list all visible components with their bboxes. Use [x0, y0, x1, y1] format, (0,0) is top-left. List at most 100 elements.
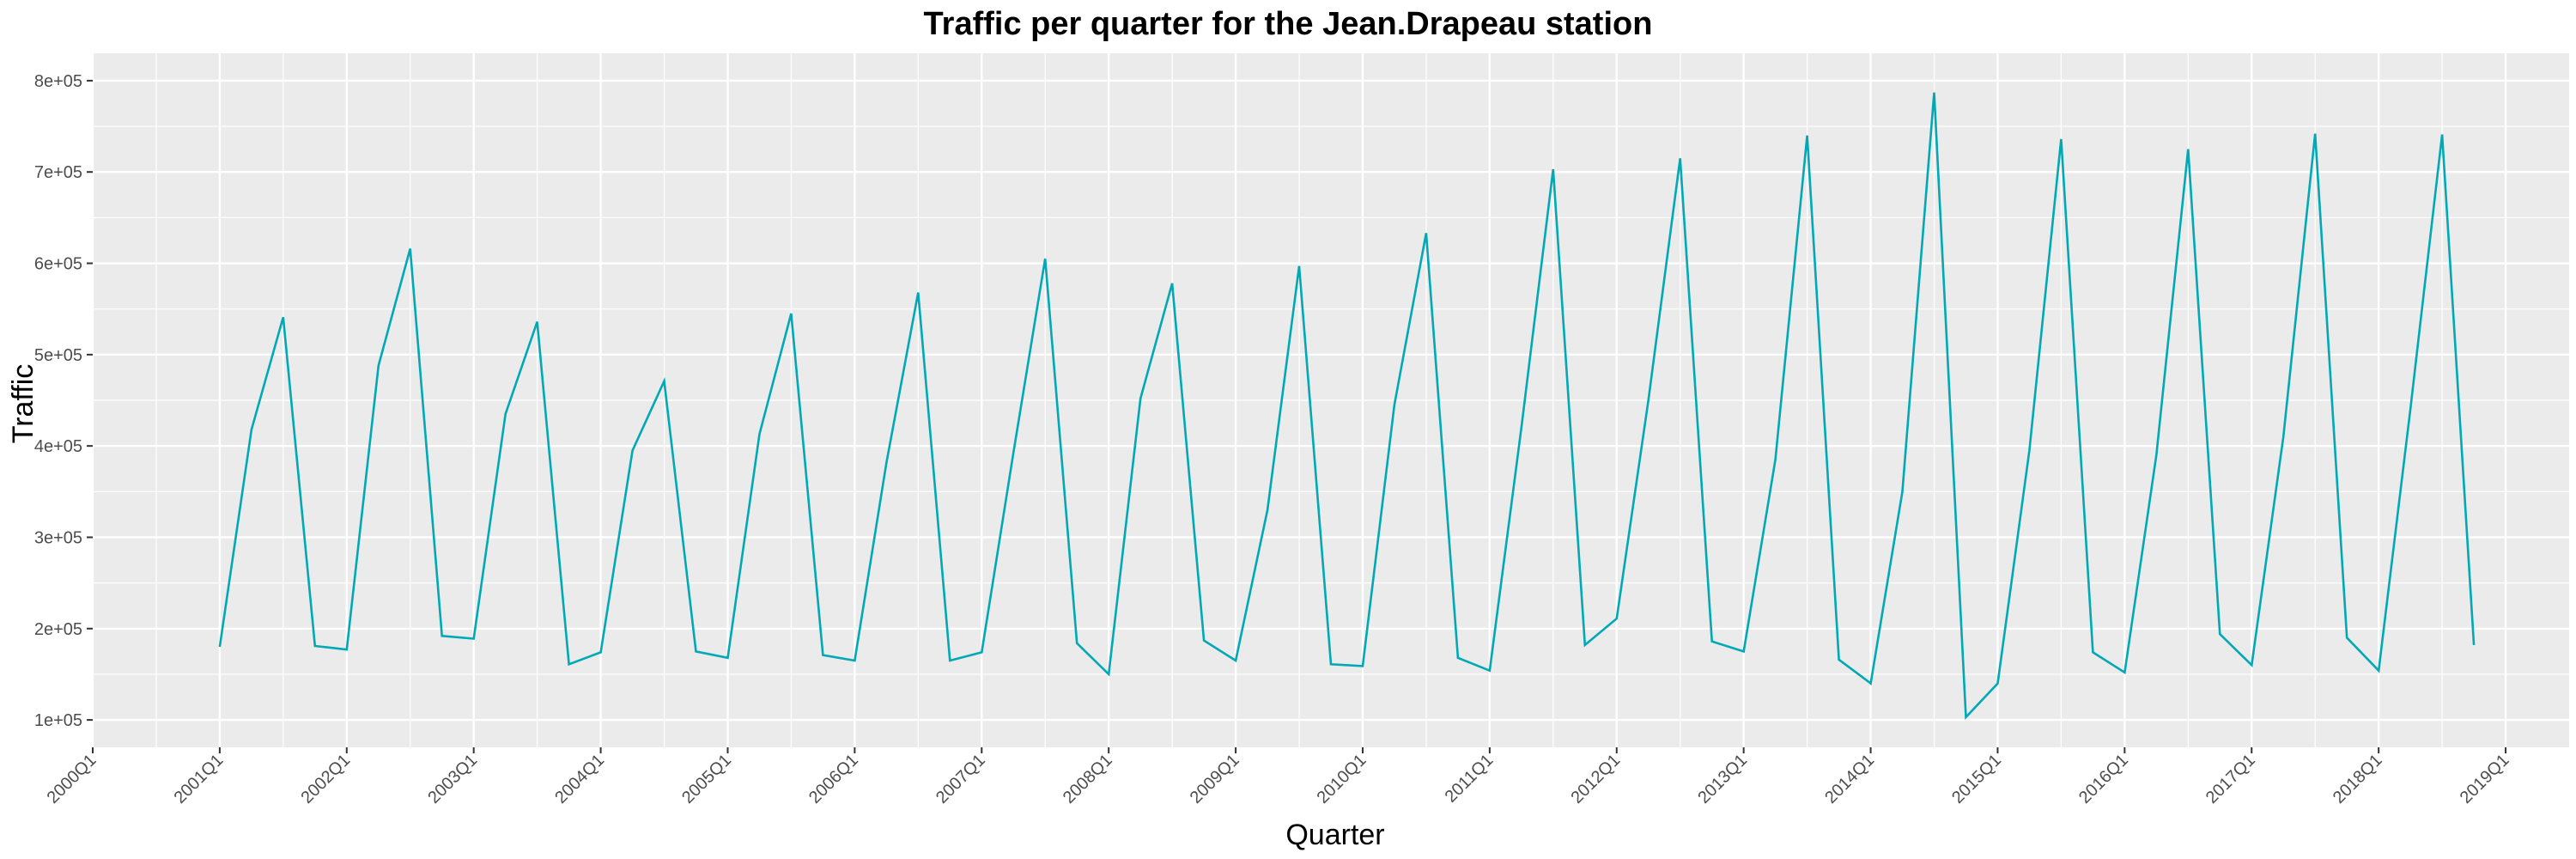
- data-point: [408, 247, 413, 252]
- data-point: [630, 448, 635, 453]
- data-point: [2122, 670, 2127, 675]
- data-point: [2058, 137, 2063, 142]
- data-point: [1138, 396, 1143, 401]
- data-point: [567, 661, 572, 667]
- y-tick-label: 1e+05: [34, 711, 82, 730]
- data-point: [2376, 668, 2381, 673]
- data-point: [1868, 681, 1874, 686]
- data-point: [1297, 264, 1302, 269]
- data-point: [313, 643, 318, 649]
- data-point: [503, 411, 508, 417]
- y-tick-label: 3e+05: [34, 528, 82, 547]
- x-tick-label: 2003Q1: [424, 751, 481, 807]
- x-tick-label: 2014Q1: [1821, 751, 1878, 807]
- traffic-series-line: [218, 92, 2476, 721]
- data-point: [1773, 457, 1778, 462]
- x-tick-label: 2011Q1: [1442, 751, 1498, 807]
- data-point: [1424, 230, 1429, 235]
- x-tick-label: 2009Q1: [1187, 751, 1243, 807]
- x-axis: 2000Q1 2001Q1 2002Q1 2003Q1 2004Q1 2005Q1 2006…: [44, 747, 2513, 807]
- x-axis-title: Quarter: [1285, 819, 1384, 851]
- x-tick-label: 2018Q1: [2330, 751, 2386, 807]
- data-point: [1487, 668, 1492, 673]
- data-point: [725, 655, 730, 661]
- y-tick-label: 8e+05: [34, 72, 82, 91]
- data-point: [1741, 649, 1747, 654]
- data-point: [344, 647, 349, 652]
- series: [217, 90, 2476, 721]
- data-point: [979, 649, 984, 655]
- y-tick-label: 7e+05: [34, 163, 82, 182]
- x-tick-label: 2005Q1: [678, 751, 735, 807]
- data-point: [1170, 281, 1175, 286]
- data-point: [1519, 425, 1524, 430]
- data-point: [947, 658, 952, 663]
- data-point: [2408, 407, 2413, 412]
- data-point: [2281, 435, 2286, 440]
- data-point: [471, 636, 477, 641]
- data-point: [1455, 655, 1461, 661]
- x-tick-label: 2013Q1: [1694, 751, 1751, 807]
- data-point: [915, 290, 920, 295]
- data-point: [788, 311, 793, 316]
- data-point: [1106, 672, 1111, 677]
- x-tick-label: 2012Q1: [1567, 751, 1624, 807]
- data-point: [2471, 643, 2476, 648]
- x-tick-label: 2004Q1: [551, 751, 608, 807]
- data-point: [1265, 508, 1270, 513]
- data-point: [2249, 662, 2254, 667]
- data-point: [1932, 90, 1937, 95]
- data-point: [376, 363, 381, 369]
- data-point: [1837, 657, 1842, 662]
- y-tick-label: 6e+05: [34, 255, 82, 274]
- data-point: [1614, 616, 1619, 621]
- x-tick-label: 2008Q1: [1060, 751, 1116, 807]
- data-point: [852, 658, 857, 663]
- y-axis: 1e+05 2e+05 3e+05 4e+05 5e+05 6e+05 7e+05 8e+05: [34, 72, 93, 730]
- data-point: [1963, 715, 1968, 720]
- data-point: [1201, 638, 1206, 643]
- data-point: [2026, 448, 2032, 453]
- data-point: [756, 431, 762, 436]
- data-point: [217, 644, 222, 649]
- data-point: [598, 649, 604, 655]
- data-point: [1392, 402, 1397, 407]
- y-tick-label: 4e+05: [34, 437, 82, 456]
- data-point: [1805, 133, 1810, 138]
- data-point: [281, 314, 286, 320]
- x-tick-label: 2007Q1: [933, 751, 989, 807]
- data-point: [1011, 450, 1016, 455]
- y-tick-label: 5e+05: [34, 346, 82, 365]
- data-point: [1074, 641, 1079, 646]
- data-point: [1360, 663, 1365, 668]
- data-point: [535, 320, 540, 325]
- data-point: [884, 460, 889, 465]
- x-tick-label: 2002Q1: [297, 751, 354, 807]
- data-point: [1900, 489, 1905, 494]
- data-point: [2217, 631, 2222, 637]
- minor-gridlines: [93, 53, 2569, 747]
- data-point: [440, 633, 445, 638]
- x-tick-label: 2015Q1: [1948, 751, 2005, 807]
- data-point: [1042, 256, 1048, 261]
- data-point: [2344, 635, 2349, 640]
- data-point: [1646, 398, 1651, 403]
- x-tick-label: 2010Q1: [1314, 751, 1370, 807]
- data-point: [2090, 649, 2095, 655]
- data-point: [2312, 131, 2318, 137]
- data-point: [1710, 639, 1715, 644]
- data-point: [694, 649, 699, 654]
- x-tick-label: 2017Q1: [2202, 751, 2259, 807]
- data-point: [1995, 681, 2000, 686]
- y-axis-title: Traffic: [7, 364, 39, 444]
- x-tick-label: 2001Q1: [171, 751, 228, 807]
- x-tick-label: 2000Q1: [44, 751, 100, 807]
- data-point: [1583, 643, 1588, 648]
- x-tick-label: 2019Q1: [2457, 751, 2513, 807]
- y-tick-label: 2e+05: [34, 620, 82, 639]
- data-point: [1678, 155, 1683, 161]
- data-point: [820, 653, 825, 658]
- data-point: [1551, 167, 1556, 172]
